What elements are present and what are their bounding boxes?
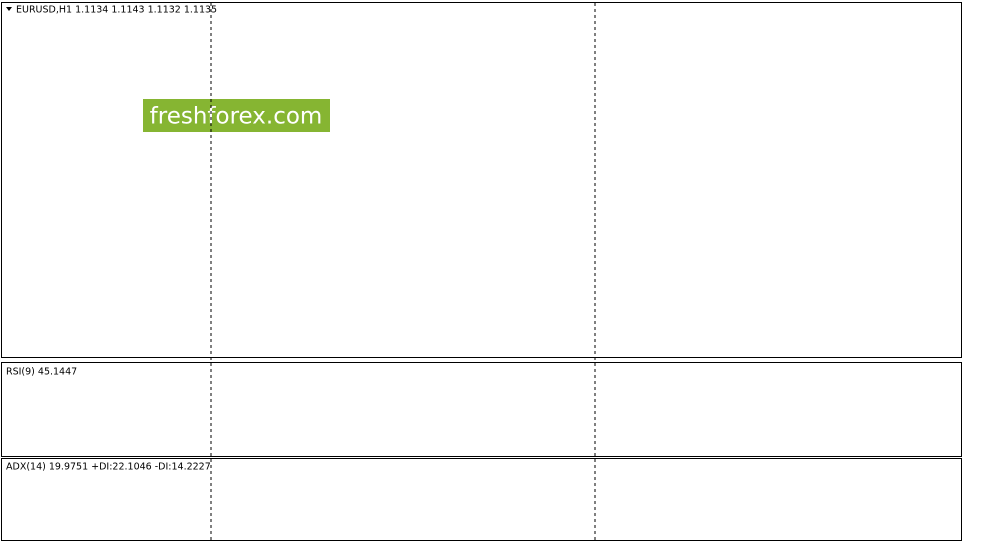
watermark-box <box>143 99 330 132</box>
adx-title: ADX(14) 19.9751 +DI:22.1046 -DI:14.2227 <box>6 462 211 473</box>
menu-arrow <box>6 7 12 11</box>
rsi-panel <box>1 362 962 457</box>
watermark: freshforex.com <box>150 104 323 130</box>
rsi-title: RSI(9) 45.1447 <box>6 367 77 378</box>
main-panel <box>1 2 962 358</box>
symbol-title: EURUSD,H1 1.1134 1.1143 1.1132 1.1135 <box>16 5 217 16</box>
adx-panel <box>1 458 962 541</box>
